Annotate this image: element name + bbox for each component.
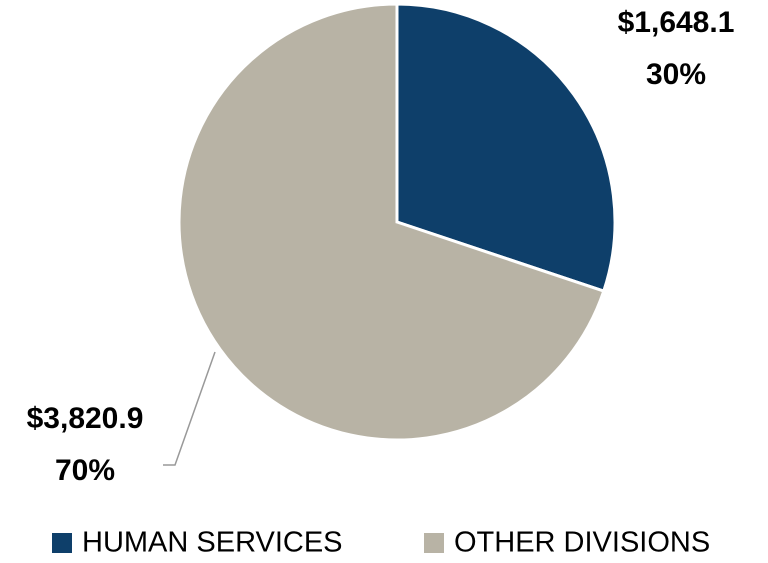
value-label: $3,820.9 — [27, 402, 144, 435]
pie-slice — [177, 2, 606, 442]
pie-slice — [395, 2, 617, 294]
percent-label: 70% — [55, 454, 115, 487]
legend-swatch — [52, 533, 72, 553]
legend-label: OTHER DIVISIONS — [454, 527, 710, 559]
percent-label: 30% — [646, 58, 706, 91]
leader-line — [163, 351, 216, 466]
legend-swatch — [424, 533, 444, 553]
legend-label: HUMAN SERVICES — [82, 527, 343, 559]
value-label: $1,648.1 — [618, 6, 735, 39]
